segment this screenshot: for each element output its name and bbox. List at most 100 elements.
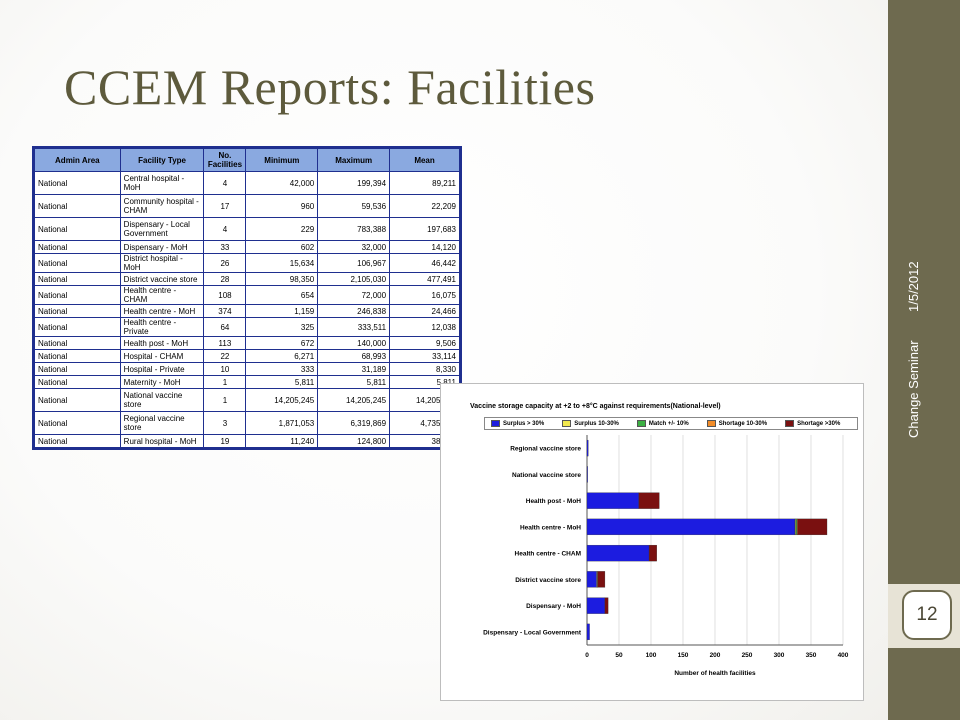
cell-maximum: 68,993 bbox=[317, 349, 391, 363]
cell-facility-type: Central hospital - MoH bbox=[119, 171, 205, 195]
x-tick-label: 100 bbox=[646, 652, 657, 659]
cell-admin-area: National bbox=[34, 253, 121, 273]
x-tick-label: 400 bbox=[838, 652, 849, 659]
cell-admin-area: National bbox=[34, 240, 121, 254]
cell-minimum: 325 bbox=[245, 317, 319, 337]
chart-frame bbox=[440, 383, 864, 701]
cell-minimum: 6,271 bbox=[245, 349, 319, 363]
table-row: National Community hospital - CHAM 17 960 59… bbox=[34, 194, 460, 218]
cell-mean: 12,038 bbox=[389, 317, 460, 337]
bar-chart: 0 50 100 150 200 250 300 350 400 Regional vaccine… bbox=[483, 435, 849, 677]
cell-admin-area: National bbox=[34, 304, 121, 318]
bar-segment bbox=[586, 597, 606, 614]
cell-no-facilities: 4 bbox=[203, 171, 247, 195]
table-row: National Maternity - MoH 1 5,811 5,811 5,811 bbox=[34, 375, 460, 389]
table-row: National Hospital - Private 10 333 31,189 8,3… bbox=[34, 362, 460, 376]
cell-admin-area: National bbox=[34, 171, 121, 195]
legend-label: Surplus 10-30% bbox=[574, 420, 619, 427]
facilities-table: Admin Area Facility Type No. Facilities … bbox=[32, 146, 462, 450]
cell-admin-area: National bbox=[34, 217, 121, 241]
cell-admin-area: National bbox=[34, 336, 121, 350]
cell-facility-type: Health centre - MoH bbox=[119, 304, 205, 318]
cell-no-facilities: 28 bbox=[203, 272, 247, 286]
legend-label: Shortage >30% bbox=[797, 420, 841, 427]
cell-no-facilities: 26 bbox=[203, 253, 247, 273]
cell-minimum: 672 bbox=[245, 336, 319, 350]
cell-no-facilities: 19 bbox=[203, 434, 247, 448]
cell-mean: 33,114 bbox=[389, 349, 460, 363]
cell-facility-type: Health centre - Private bbox=[119, 317, 205, 337]
legend-swatch bbox=[562, 420, 572, 427]
legend-swatch bbox=[785, 420, 795, 427]
cell-facility-type: National vaccine store bbox=[119, 388, 205, 412]
cell-admin-area: National bbox=[34, 272, 121, 286]
header-admin-area: Admin Area bbox=[34, 148, 121, 172]
cell-maximum: 2,105,030 bbox=[317, 272, 391, 286]
cell-minimum: 1,871,053 bbox=[245, 411, 319, 435]
header-maximum: Maximum bbox=[317, 148, 391, 172]
cell-maximum: 72,000 bbox=[317, 285, 391, 305]
category-label: Health centre - CHAM bbox=[515, 551, 581, 558]
bar-segment bbox=[586, 492, 639, 509]
cell-maximum: 246,838 bbox=[317, 304, 391, 318]
category-label: Health post - MoH bbox=[526, 498, 582, 505]
x-tick-label: 250 bbox=[742, 652, 753, 659]
cell-mean: 197,683 bbox=[389, 217, 460, 241]
slide-footer: Change Seminar bbox=[906, 340, 921, 438]
cell-facility-type: Dispensary - MoH bbox=[119, 240, 205, 254]
cell-maximum: 199,394 bbox=[317, 171, 391, 195]
cell-maximum: 6,319,869 bbox=[317, 411, 391, 435]
legend-item: Surplus 10-30% bbox=[562, 420, 619, 427]
cell-mean: 46,442 bbox=[389, 253, 460, 273]
table-row: National Health centre - CHAM 108 654 72,000… bbox=[34, 285, 460, 305]
header-minimum: Minimum bbox=[245, 148, 319, 172]
cell-no-facilities: 22 bbox=[203, 349, 247, 363]
category-label: Health centre - MoH bbox=[520, 524, 581, 531]
legend-label: Surplus > 30% bbox=[503, 420, 545, 427]
legend-item: Surplus > 30% bbox=[491, 420, 544, 427]
cell-admin-area: National bbox=[34, 349, 121, 363]
bar-segment bbox=[586, 623, 590, 641]
table-row: National National vaccine store 1 14,205,24… bbox=[34, 388, 460, 412]
legend-label: Shortage 10-30% bbox=[718, 420, 768, 427]
table-row: National Hospital - CHAM 22 6,271 68,993 33,1… bbox=[34, 349, 460, 363]
cell-maximum: 106,967 bbox=[317, 253, 391, 273]
cell-admin-area: National bbox=[34, 375, 121, 389]
cell-admin-area: National bbox=[34, 434, 121, 448]
cell-admin-area: National bbox=[34, 388, 121, 412]
table-header-row: Admin Area Facility Type No. Facilities … bbox=[34, 148, 460, 172]
bar-segment bbox=[586, 544, 650, 562]
table-row: National Rural hospital - MoH 19 11,240 124,… bbox=[34, 434, 460, 448]
cell-minimum: 229 bbox=[245, 217, 319, 241]
cell-minimum: 15,634 bbox=[245, 253, 319, 273]
cell-admin-area: National bbox=[34, 285, 121, 305]
table-row: National Health post - MoH 113 672 140,000 9,… bbox=[34, 336, 460, 350]
cell-minimum: 602 bbox=[245, 240, 319, 254]
bar-segment bbox=[797, 518, 828, 536]
cell-admin-area: National bbox=[34, 411, 121, 435]
cell-facility-type: District vaccine store bbox=[119, 272, 205, 286]
cell-no-facilities: 3 bbox=[203, 411, 247, 435]
cell-maximum: 783,388 bbox=[317, 217, 391, 241]
bar-segment bbox=[586, 466, 588, 483]
slide-title: CCEM Reports: Facilities bbox=[64, 59, 596, 115]
legend-item: Shortage >30% bbox=[785, 420, 840, 427]
cell-maximum: 5,811 bbox=[317, 375, 391, 389]
cell-no-facilities: 108 bbox=[203, 285, 247, 305]
cell-facility-type: Rural hospital - MoH bbox=[119, 434, 205, 448]
table-row: National Health centre - MoH 374 1,159 246,8… bbox=[34, 304, 460, 318]
cell-minimum: 42,000 bbox=[245, 171, 319, 195]
legend-swatch bbox=[706, 420, 716, 427]
x-tick-label: 200 bbox=[710, 652, 721, 659]
category-label: National vaccine store bbox=[512, 472, 581, 479]
cell-no-facilities: 113 bbox=[203, 336, 247, 350]
cell-mean: 24,466 bbox=[389, 304, 460, 318]
bar-segment bbox=[648, 544, 657, 562]
cell-no-facilities: 64 bbox=[203, 317, 247, 337]
cell-maximum: 140,000 bbox=[317, 336, 391, 350]
table-row: National District hospital - MoH 26 15,634 1… bbox=[34, 253, 460, 273]
bar-segment bbox=[638, 492, 660, 509]
bar-segment bbox=[604, 597, 609, 614]
slide-date: 1/5/2012 bbox=[906, 261, 921, 312]
cell-facility-type: Community hospital - CHAM bbox=[119, 194, 205, 218]
